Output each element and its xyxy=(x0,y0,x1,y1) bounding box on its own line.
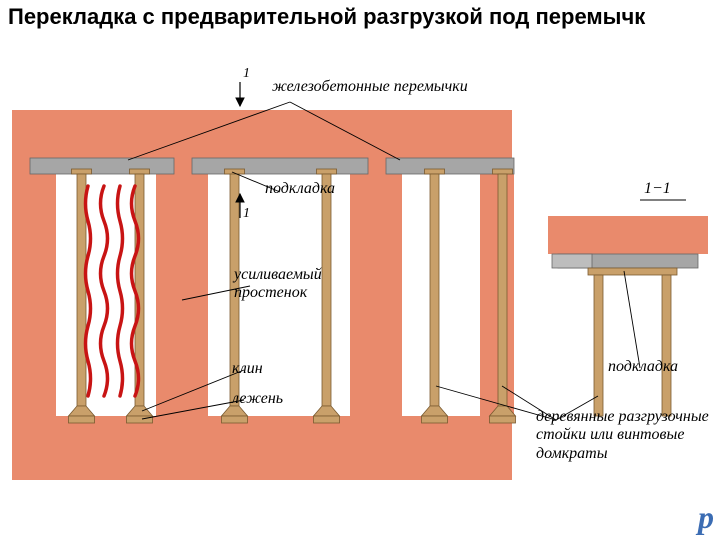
label-pad: подкладка xyxy=(265,180,335,198)
label-lintels: железобетонные перемычки xyxy=(272,78,468,96)
logo-icon: p xyxy=(698,499,714,536)
label-posts: деревянные разгрузочные стойки или винто… xyxy=(536,408,716,463)
label-pier: усиливаемый простенок xyxy=(234,266,354,301)
section-arrow-bot-num: 1 xyxy=(243,206,250,222)
label-wedge: клин xyxy=(232,360,263,378)
section-title: 1−1 xyxy=(644,180,671,198)
label-sill: лежень xyxy=(232,390,283,408)
label-pad2: подкладка xyxy=(608,358,678,376)
diagram-canvas: 1 1 железобетонные перемычки подкладка у… xyxy=(0,60,720,520)
section-arrow-top-num: 1 xyxy=(243,66,250,82)
page-title: Перекладка с предварительной разгрузкой … xyxy=(8,4,645,30)
